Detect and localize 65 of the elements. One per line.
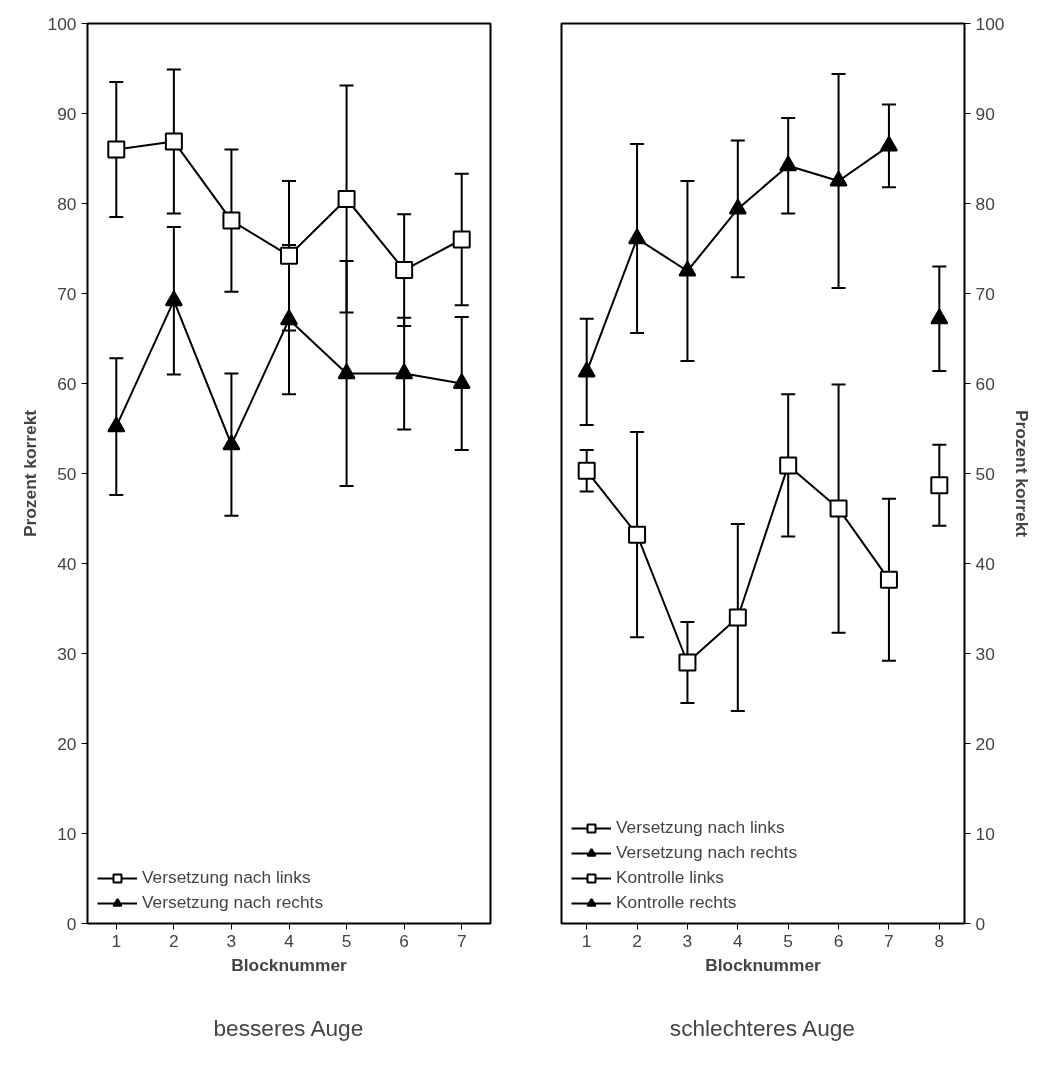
- point: [577, 361, 596, 378]
- y2-tick-label: 50: [975, 463, 995, 484]
- x-axis-title: Blocknummer: [705, 954, 822, 975]
- point: [728, 198, 747, 215]
- legend-label: Kontrolle rechts: [616, 892, 737, 913]
- y2-tick-label: 100: [975, 13, 1005, 34]
- y2-tick-label: 0: [975, 913, 986, 934]
- point: [930, 476, 949, 495]
- point: [678, 260, 697, 277]
- point: [577, 461, 596, 480]
- x-tick-label: 5: [783, 930, 794, 951]
- y2-tick-label: 60: [975, 373, 995, 394]
- x-tick-label: 5: [341, 930, 352, 951]
- y2-tick-label: 30: [975, 643, 995, 664]
- point: [628, 228, 647, 245]
- x-tick-label: 7: [884, 930, 894, 951]
- y-tick-label: 30: [57, 643, 77, 664]
- y-axis-title: Prozent korrekt: [19, 409, 40, 538]
- point: [829, 499, 848, 518]
- x-tick-label: 6: [399, 930, 409, 951]
- y2-tick-label: 80: [975, 193, 995, 214]
- legend-label: Versetzung nach links: [142, 867, 311, 888]
- y-tick-label: 70: [57, 283, 77, 304]
- legend-label: Versetzung nach rechts: [616, 842, 798, 863]
- x-tick-label: 7: [456, 930, 467, 951]
- point: [930, 308, 949, 325]
- y2-tick-label: 20: [975, 733, 995, 754]
- y-tick-label: 0: [66, 913, 77, 934]
- legend-label: Kontrolle links: [616, 867, 724, 888]
- point: [829, 170, 848, 187]
- point: [628, 525, 647, 544]
- x-axis-title: Blocknummer: [231, 954, 348, 975]
- point: [779, 456, 798, 475]
- x-tick-label: 3: [682, 930, 693, 951]
- point: [728, 608, 747, 627]
- y-tick-label: 20: [57, 733, 77, 754]
- y2-tick-label: 90: [975, 103, 995, 124]
- legend-label: Versetzung nach links: [616, 817, 785, 838]
- y-tick-label: 80: [57, 193, 77, 214]
- x-tick-label: 2: [632, 930, 642, 951]
- text: besseres Auge: [213, 1014, 364, 1041]
- text: schlechteres Auge: [669, 1014, 855, 1041]
- point: [678, 653, 697, 672]
- x-tick-label: 4: [284, 930, 295, 951]
- y-tick-label: 90: [57, 103, 77, 124]
- point: [879, 570, 898, 589]
- x-tick-label: 1: [581, 930, 592, 951]
- x-tick-label: 1: [111, 930, 122, 951]
- y-tick-label: 40: [57, 553, 77, 574]
- point: [879, 135, 898, 152]
- y2-axis-title: Prozent korrekt: [1012, 409, 1033, 538]
- x-tick-label: 4: [732, 930, 743, 951]
- y-tick-label: 10: [57, 823, 77, 844]
- x-tick-label: 2: [169, 930, 179, 951]
- point: [779, 155, 798, 172]
- y2-tick-label: 40: [975, 553, 995, 574]
- y-tick-label: 50: [57, 463, 77, 484]
- y2-tick-label: 10: [975, 823, 995, 844]
- x-tick-label: 8: [934, 930, 945, 951]
- x-tick-label: 3: [226, 930, 237, 951]
- legend-label: Versetzung nach rechts: [142, 892, 324, 913]
- y-tick-label: 100: [47, 13, 77, 34]
- y2-tick-label: 70: [975, 283, 995, 304]
- x-tick-label: 6: [833, 930, 844, 951]
- y-tick-label: 60: [57, 373, 77, 394]
